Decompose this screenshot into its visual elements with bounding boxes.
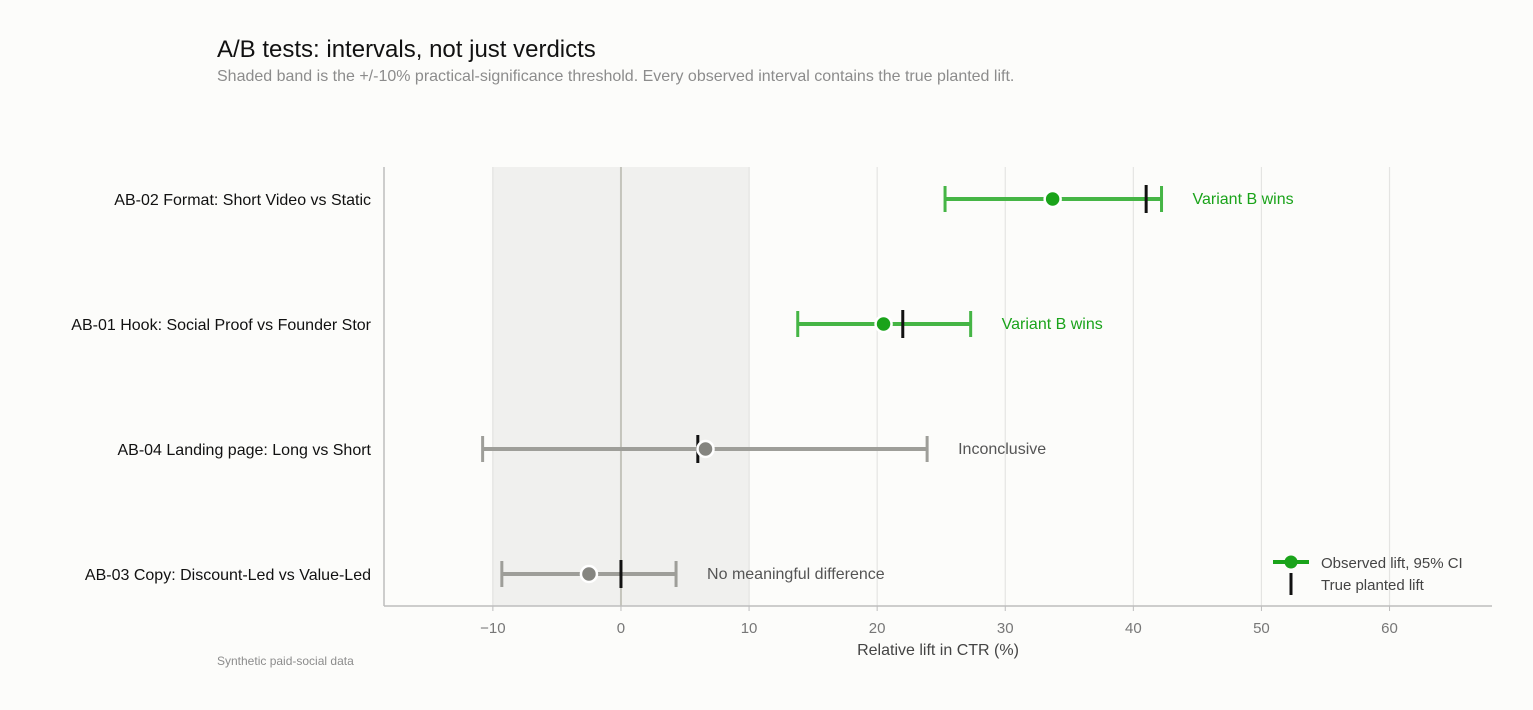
- x-tick-label: 40: [1125, 620, 1142, 637]
- observed-point: [696, 439, 715, 459]
- x-tick-label: −10: [480, 620, 505, 637]
- axis-layer: −10 0 10 20 30 40 50 60: [383, 167, 1492, 637]
- source-footnote: Synthetic paid-social data: [217, 654, 354, 668]
- x-tick-label: 50: [1253, 620, 1270, 637]
- verdict-label: No meaningful difference: [707, 566, 885, 583]
- category-label: AB-04 Landing page: Long vs Short: [117, 442, 371, 459]
- category-label: AB-01 Hook: Social Proof vs Founder Stor: [71, 317, 371, 334]
- x-tick-label: 20: [869, 620, 886, 637]
- chart-subtitle: Shaded band is the +/-10% practical-sign…: [217, 68, 1015, 85]
- observed-point: [874, 314, 893, 334]
- x-tick-label: 10: [741, 620, 758, 637]
- x-axis-label: Relative lift in CTR (%): [857, 642, 1019, 659]
- verdict-label: Variant B wins: [1002, 316, 1103, 333]
- legend-point: [1284, 555, 1298, 569]
- x-tick-label: 60: [1381, 620, 1398, 637]
- category-label: AB-03 Copy: Discount-Led vs Value-Led: [85, 567, 371, 584]
- series-layer: [481, 185, 1164, 588]
- legend: Observed lift, 95% CI True planted lift: [1273, 555, 1463, 595]
- verdict-label: Variant B wins: [1193, 191, 1294, 208]
- legend-label-observed: Observed lift, 95% CI: [1321, 555, 1463, 572]
- verdict-label: Inconclusive: [958, 441, 1046, 458]
- x-tick-label: 30: [997, 620, 1014, 637]
- label-layer: AB-02 Format: Short Video vs Static Varia…: [71, 191, 1293, 584]
- grid-layer: [492, 167, 1391, 606]
- observed-point: [579, 564, 599, 584]
- x-tick-label: 0: [617, 620, 625, 637]
- observed-point: [1043, 189, 1062, 209]
- category-label: AB-02 Format: Short Video vs Static: [114, 192, 371, 209]
- chart-title: A/B tests: intervals, not just verdicts: [217, 36, 596, 63]
- legend-label-true: True planted lift: [1321, 577, 1425, 594]
